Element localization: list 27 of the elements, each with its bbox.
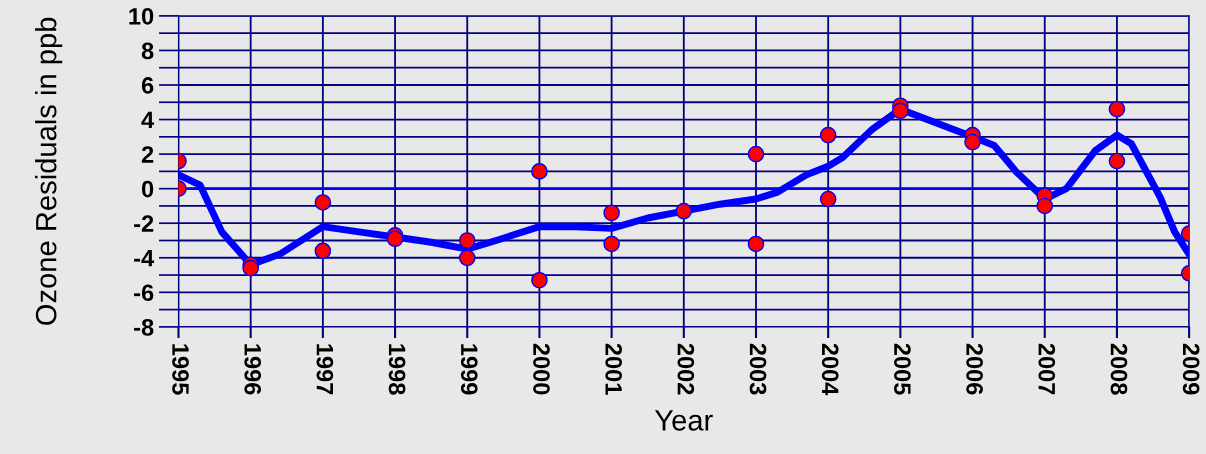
y-tick-label: 2 <box>141 146 154 163</box>
y-tick-label: 0 <box>141 180 154 198</box>
x-tick-label: 1997 <box>316 344 334 395</box>
y-tick-label: -8 <box>134 318 154 336</box>
x-tick-label: 2004 <box>821 343 839 396</box>
x-tick-label: 2008 <box>1110 343 1128 395</box>
x-tick-label: 2007 <box>1038 343 1056 395</box>
y-tick-label: 4 <box>141 111 155 129</box>
x-tick-label: 1998 <box>388 344 406 395</box>
x-tick-label: 2003 <box>749 343 767 395</box>
y-axis-title: Ozone Residuals in ppb <box>35 17 63 325</box>
x-tick-label: 1996 <box>244 344 262 395</box>
x-tick-label: 2005 <box>894 343 911 395</box>
x-axis-title: Year <box>654 410 713 431</box>
x-tick-label: 2002 <box>677 343 695 395</box>
x-tick-label: 1995 <box>172 344 189 395</box>
x-tick-label: 2001 <box>605 343 622 395</box>
x-tick-label: 2009 <box>1182 343 1200 395</box>
y-tick-label: -4 <box>134 250 155 267</box>
x-tick-label: 2000 <box>533 343 550 395</box>
y-tick-label: 6 <box>141 77 154 94</box>
y-tick-label: 8 <box>141 42 154 60</box>
x-tick-label: 1999 <box>460 344 478 395</box>
y-tick-label: 10 <box>129 7 154 25</box>
y-tick-label: -2 <box>134 215 154 232</box>
y-tick-label: -6 <box>134 284 154 302</box>
x-tick-label: 2006 <box>966 343 983 395</box>
